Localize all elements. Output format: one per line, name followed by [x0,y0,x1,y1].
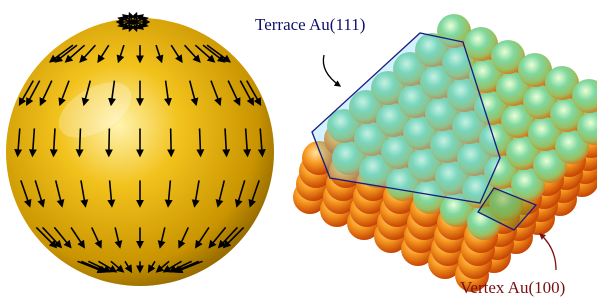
vertex-label: Vertex Au(100) [460,278,565,297]
arrow [171,128,172,155]
arrow [79,128,80,155]
vertex-arrow [540,234,556,270]
terrace-label: Terrace Au(111) [255,15,365,34]
arrow [200,128,201,155]
arrow [109,128,110,155]
terrace-arrow [323,55,340,86]
figure: Terrace Au(111) Vertex Au(100) [0,0,597,301]
